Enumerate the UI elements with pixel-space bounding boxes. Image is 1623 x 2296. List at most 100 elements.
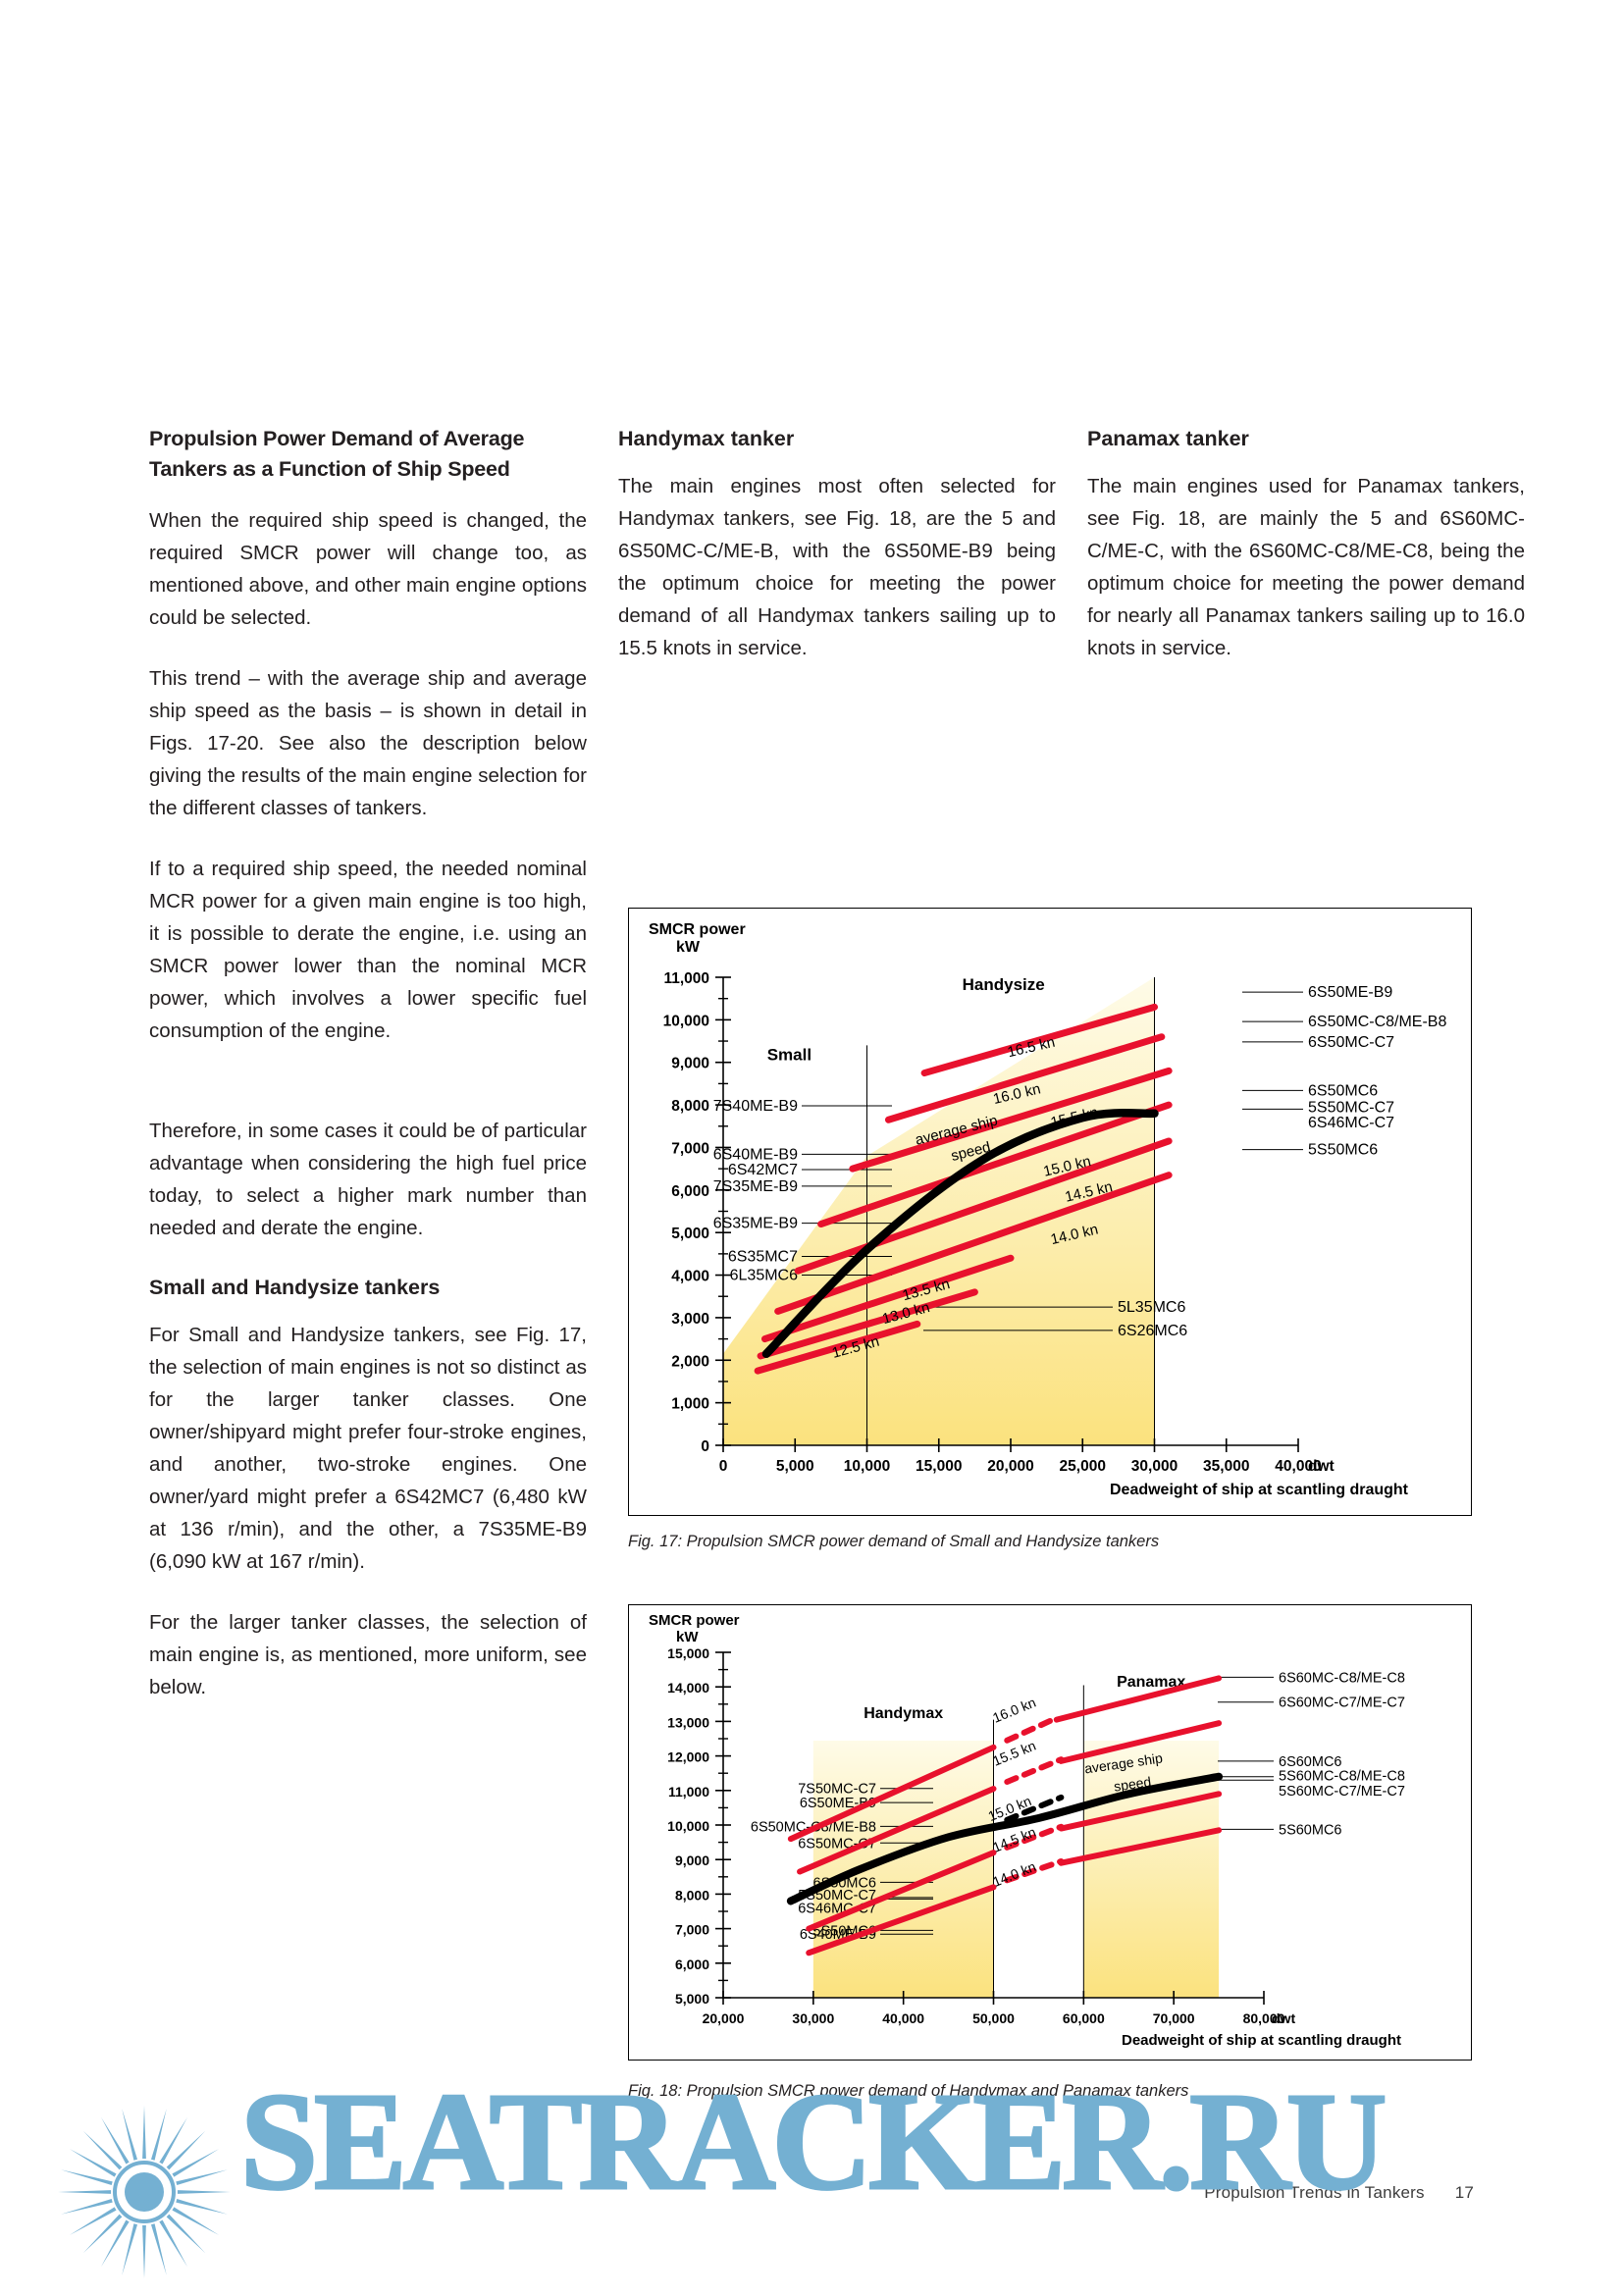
svg-text:8,000: 8,000 — [675, 1887, 709, 1903]
footer-title: Propulsion Trends in Tankers — [1204, 2183, 1425, 2202]
paragraph-spacer — [149, 1075, 587, 1115]
svg-text:35,000: 35,000 — [1203, 1458, 1249, 1475]
section-heading-panamax-tanker: Panamax tanker — [1087, 427, 1249, 450]
paragraph-left-5: For Small and Handysize tankers, see Fig… — [149, 1324, 587, 1573]
figure-17-svg: 0 1,000 2,000 3,000 4,000 5,000 6,000 7,000 8,00… — [649, 921, 1446, 1498]
svg-text:12,000: 12,000 — [667, 1749, 709, 1765]
figure-18-svg: 5,000 6,000 7,000 8,000 9,000 10,000 11,000 12,… — [649, 1612, 1405, 2049]
svg-text:6L35MC6: 6L35MC6 — [730, 1268, 798, 1284]
text-column-right: Panamax tanker The main engines used for… — [1087, 424, 1525, 693]
text-column-left: Propulsion Power Demand of Average Tanke… — [149, 424, 587, 1732]
svg-text:6S50MC6: 6S50MC6 — [1308, 1082, 1378, 1099]
svg-text:40,000: 40,000 — [1275, 1458, 1321, 1475]
svg-text:10,000: 10,000 — [663, 1013, 709, 1029]
svg-text:15,000: 15,000 — [916, 1458, 962, 1475]
figure-18-caption: Fig. 18: Propulsion SMCR power demand of… — [628, 2082, 1189, 2100]
svg-text:3,000: 3,000 — [671, 1311, 709, 1328]
svg-text:5,000: 5,000 — [675, 1991, 709, 2007]
svg-text:SMCR power: SMCR power — [649, 1612, 740, 1629]
svg-text:60,000: 60,000 — [1063, 2010, 1105, 2026]
svg-text:6S46MC-C7: 6S46MC-C7 — [1308, 1115, 1394, 1131]
section-heading-propulsion-power-demand: Propulsion Power Demand of Average Tanke… — [149, 427, 525, 481]
svg-text:6S60MC6: 6S60MC6 — [1279, 1754, 1341, 1770]
svg-text:30,000: 30,000 — [792, 2010, 834, 2026]
svg-text:1,000: 1,000 — [671, 1396, 709, 1413]
svg-text:80,000: 80,000 — [1243, 2010, 1285, 2026]
paragraph-left-6: For the larger tanker classes, the selec… — [149, 1611, 587, 1698]
svg-text:5S50MC-C7: 5S50MC-C7 — [1308, 1099, 1394, 1116]
sun-burst-icon — [58, 2106, 231, 2278]
svg-text:6S60MC-C8/ME-C8: 6S60MC-C8/ME-C8 — [1279, 1670, 1405, 1686]
svg-text:7S35ME-B9: 7S35ME-B9 — [713, 1178, 798, 1195]
paragraph-left-1: When the required ship speed is changed,… — [149, 509, 587, 629]
svg-text:15,000: 15,000 — [667, 1645, 709, 1661]
svg-text:0: 0 — [701, 1438, 709, 1455]
watermark: SEATRACKER.RU — [0, 2041, 1623, 2296]
paragraph-middle-1: The main engines most often selected for… — [618, 475, 1056, 659]
svg-text:6S50MC-C8/ME-B8: 6S50MC-C8/ME-B8 — [1308, 1014, 1446, 1030]
svg-text:10,000: 10,000 — [844, 1458, 890, 1475]
svg-text:6S50ME-B9: 6S50ME-B9 — [1308, 984, 1392, 1001]
svg-text:Deadweight of ship at scantlin: Deadweight of ship at scantling draught — [1110, 1482, 1409, 1498]
svg-text:7S50MC-C7: 7S50MC-C7 — [798, 1782, 876, 1798]
paragraph-left-2: This trend – with the average ship and a… — [149, 667, 587, 819]
svg-text:50,000: 50,000 — [972, 2010, 1015, 2026]
footer-page-number: 17 — [1454, 2183, 1474, 2202]
svg-text:9,000: 9,000 — [675, 1852, 709, 1868]
figure-17-canvas: 0 1,000 2,000 3,000 4,000 5,000 6,000 7,000 8,00… — [629, 909, 1471, 1515]
svg-text:8,000: 8,000 — [671, 1098, 709, 1115]
svg-text:4,000: 4,000 — [671, 1269, 709, 1285]
svg-text:30,000: 30,000 — [1131, 1458, 1178, 1475]
figure-17-caption: Fig. 17: Propulsion SMCR power demand of… — [628, 1533, 1160, 1550]
paragraph-right-1: The main engines used for Panamax tanker… — [1087, 475, 1525, 659]
svg-text:6S35ME-B9: 6S35ME-B9 — [713, 1216, 798, 1232]
svg-text:9,000: 9,000 — [671, 1056, 709, 1072]
svg-text:11,000: 11,000 — [668, 1784, 709, 1800]
svg-text:SMCR power: SMCR power — [649, 921, 746, 938]
svg-text:20,000: 20,000 — [987, 1458, 1033, 1475]
page-footer: Propulsion Trends in Tankers 17 — [1204, 2183, 1474, 2203]
svg-text:5S60MC6: 5S60MC6 — [1279, 1822, 1341, 1838]
svg-text:11,000: 11,000 — [663, 970, 709, 987]
svg-text:16.0 kn: 16.0 kn — [990, 1695, 1038, 1726]
svg-text:6S46MC-C7: 6S46MC-C7 — [798, 1901, 876, 1916]
svg-text:2,000: 2,000 — [671, 1353, 709, 1370]
svg-text:speed: speed — [1113, 1774, 1152, 1795]
paragraph-left-3: If to a required ship speed, the needed … — [149, 858, 587, 1042]
svg-text:7S40ME-B9: 7S40ME-B9 — [713, 1098, 798, 1115]
svg-text:14.0 kn: 14.0 kn — [990, 1858, 1038, 1890]
svg-text:0: 0 — [719, 1458, 728, 1475]
svg-text:kW: kW — [676, 1629, 699, 1645]
svg-text:6S35MC7: 6S35MC7 — [728, 1248, 798, 1265]
svg-text:6S40ME-B9: 6S40ME-B9 — [800, 1927, 876, 1943]
svg-text:5,000: 5,000 — [776, 1458, 814, 1475]
svg-text:Handymax: Handymax — [864, 1705, 943, 1722]
figure-17-chart: 0 1,000 2,000 3,000 4,000 5,000 6,000 7,000 8,00… — [628, 908, 1472, 1516]
svg-text:25,000: 25,000 — [1060, 1458, 1106, 1475]
svg-text:5S50MC6: 5S50MC6 — [1308, 1142, 1378, 1159]
svg-text:Small: Small — [767, 1046, 812, 1065]
figure-18-chart: 5,000 6,000 7,000 8,000 9,000 10,000 11,000 12,… — [628, 1604, 1472, 2061]
svg-text:kW: kW — [676, 939, 701, 956]
svg-text:10,000: 10,000 — [667, 1818, 709, 1834]
svg-text:6S42MC7: 6S42MC7 — [728, 1162, 798, 1178]
svg-text:6S50MC-C7: 6S50MC-C7 — [1308, 1034, 1394, 1051]
svg-text:70,000: 70,000 — [1153, 2010, 1195, 2026]
svg-text:7,000: 7,000 — [671, 1140, 709, 1157]
svg-text:6S40ME-B9: 6S40ME-B9 — [713, 1146, 798, 1163]
svg-text:15.5 kn: 15.5 kn — [990, 1738, 1038, 1769]
svg-text:5,000: 5,000 — [671, 1226, 709, 1242]
svg-text:Panamax: Panamax — [1117, 1674, 1185, 1691]
svg-text:14,000: 14,000 — [667, 1680, 709, 1696]
svg-text:6S60MC-C7/ME-C7: 6S60MC-C7/ME-C7 — [1279, 1696, 1405, 1711]
svg-text:13,000: 13,000 — [667, 1714, 709, 1730]
figure-18-canvas: 5,000 6,000 7,000 8,000 9,000 10,000 11,000 12,… — [629, 1605, 1471, 2060]
svg-text:6S26MC6: 6S26MC6 — [1118, 1323, 1187, 1339]
svg-text:Handysize: Handysize — [963, 975, 1045, 994]
svg-text:dwt: dwt — [1272, 2010, 1295, 2026]
subsection-heading-small-handysize: Small and Handysize tankers — [149, 1276, 441, 1299]
svg-text:20,000: 20,000 — [703, 2010, 745, 2026]
svg-text:7,000: 7,000 — [675, 1922, 709, 1938]
svg-text:Deadweight of ship at scantlin: Deadweight of ship at scantling draught — [1122, 2032, 1401, 2049]
